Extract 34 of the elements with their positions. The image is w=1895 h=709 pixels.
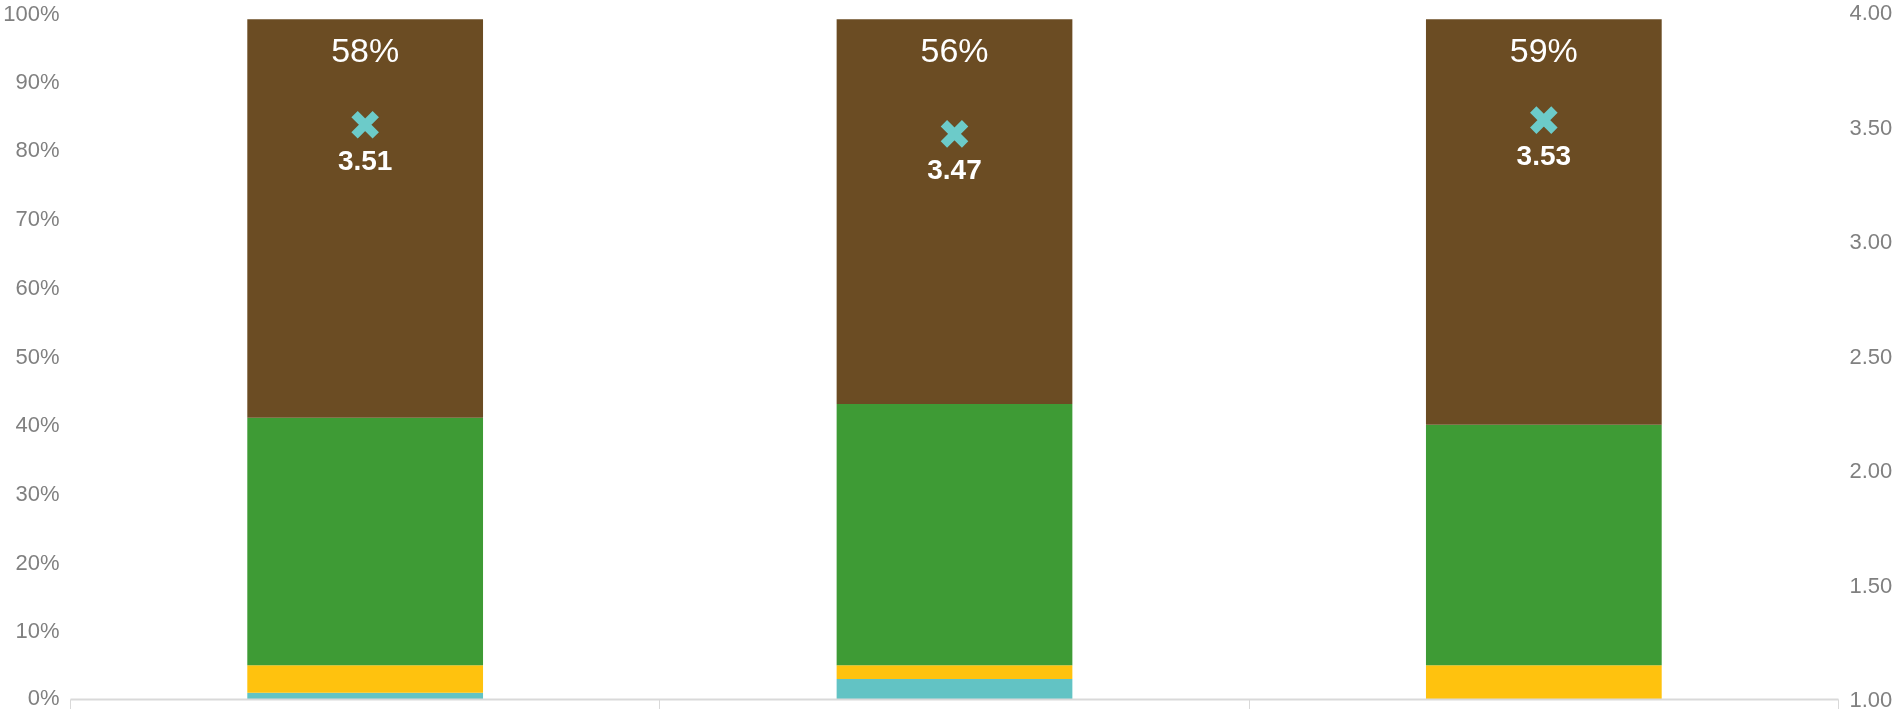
y-tick-label: 40%: [15, 412, 60, 438]
bar: [1425, 424, 1662, 666]
y2-tick-label: 2.00: [1849, 458, 1893, 483]
bar: [247, 417, 484, 666]
y-tick-label: 70%: [15, 206, 60, 232]
bar: [836, 678, 1073, 700]
y2-tick-label: 3.50: [1849, 114, 1893, 140]
y-tick-label: 20%: [15, 549, 60, 575]
y2-tick-label: 3.00: [1849, 229, 1893, 254]
bar: [247, 665, 484, 693]
bar: [836, 19, 1073, 405]
data-label: 59%: [1509, 31, 1578, 70]
y-tick-label: 10%: [15, 618, 60, 644]
bar: [836, 665, 1073, 679]
y-tick-label: 0%: [27, 684, 60, 709]
data-label: 56%: [920, 31, 989, 70]
data-label: 58%: [331, 31, 400, 70]
data-label: 3.47: [927, 153, 982, 185]
y-tick-label: 30%: [15, 480, 60, 506]
y-tick-label: 50%: [15, 343, 60, 369]
bar: [836, 404, 1073, 666]
y2-tick-label: 1.00: [1849, 687, 1893, 709]
bar: [247, 19, 484, 418]
y-tick-label: 90%: [15, 68, 60, 94]
y-tick-label: 60%: [15, 274, 60, 300]
y-tick-label: 100%: [3, 0, 60, 26]
y2-tick-label: 2.50: [1849, 343, 1893, 369]
bar: [1425, 665, 1662, 700]
data-label: 3.53: [1516, 140, 1572, 172]
y2-tick-label: 4.00: [1849, 0, 1893, 25]
bar: [1425, 19, 1662, 425]
y2-tick-label: 1.50: [1849, 572, 1893, 598]
y-tick-label: 80%: [15, 137, 60, 163]
data-label: 3.51: [337, 144, 393, 176]
